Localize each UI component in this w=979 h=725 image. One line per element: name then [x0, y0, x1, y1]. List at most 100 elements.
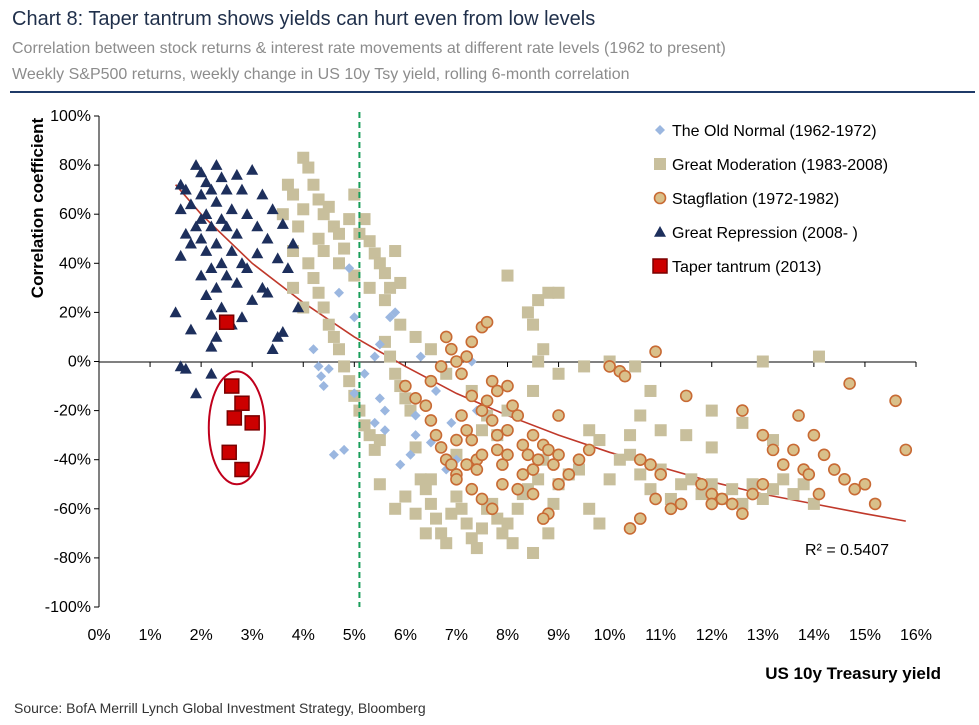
point-great-moderation [368, 443, 381, 456]
point-stagflation [889, 394, 902, 408]
point-great-moderation [756, 492, 769, 505]
point-great-repression [276, 326, 289, 337]
point-great-repression [174, 178, 187, 190]
point-great-moderation [455, 502, 468, 515]
point-great-repression [225, 245, 238, 256]
point-stagflation [736, 404, 749, 417]
point-old-normal [359, 368, 370, 379]
point-great-moderation [378, 267, 391, 280]
point-great-moderation [419, 527, 432, 540]
point-stagflation [424, 374, 438, 388]
point-great-moderation [511, 502, 524, 515]
point-stagflation [399, 379, 412, 393]
point-great-repression [179, 227, 192, 239]
point-great-moderation [675, 478, 688, 491]
point-old-normal [446, 417, 457, 428]
point-great-repression [225, 203, 238, 215]
highlight-ellipse [207, 370, 266, 486]
point-stagflation [572, 453, 586, 467]
point-stagflation [501, 379, 514, 393]
point-great-repression [266, 343, 279, 355]
point-stagflation [542, 443, 555, 457]
point-stagflation [838, 473, 851, 486]
point-great-moderation [332, 257, 345, 270]
point-stagflation [450, 473, 463, 486]
point-old-normal [374, 339, 385, 350]
chart-subtitle: Correlation between stock returns & inte… [12, 40, 726, 57]
point-great-repression [256, 188, 269, 200]
point-great-repression [287, 237, 300, 249]
point-great-moderation [297, 203, 310, 216]
point-great-repression [184, 198, 197, 210]
point-great-repression [205, 308, 218, 320]
point-stagflation [649, 345, 662, 358]
point-stagflation [547, 458, 560, 471]
point-stagflation [521, 448, 535, 462]
point-great-repression [184, 237, 197, 249]
point-great-repression [230, 276, 243, 288]
point-great-moderation [287, 188, 300, 201]
point-great-moderation [389, 367, 402, 380]
x-axis-title: US 10y Treasury yield [765, 664, 941, 683]
point-stagflation [787, 443, 800, 457]
point-great-moderation [373, 478, 386, 491]
point-stagflation [848, 482, 862, 496]
x-tick-label: 14% [798, 627, 830, 644]
point-stagflation [434, 441, 448, 454]
point-taper-tantrum [234, 461, 250, 478]
point-stagflation [531, 453, 545, 467]
point-great-repression [235, 311, 248, 323]
point-stagflation [776, 458, 790, 471]
point-stagflation [802, 468, 816, 481]
series-3 [169, 159, 305, 399]
point-great-moderation [624, 448, 637, 461]
point-great-moderation [547, 497, 560, 510]
point-great-repression [251, 220, 264, 232]
point-great-repression [174, 203, 187, 215]
point-great-moderation [281, 178, 294, 191]
point-stagflation [511, 409, 525, 422]
point-great-moderation [307, 178, 320, 191]
point-great-moderation [532, 355, 545, 368]
point-great-moderation [424, 497, 437, 510]
point-stagflation [460, 350, 473, 363]
point-great-moderation [506, 537, 519, 550]
legend-marker-4 [652, 258, 668, 274]
point-great-moderation [450, 490, 463, 503]
point-great-moderation [399, 490, 412, 503]
point-great-moderation [797, 478, 810, 491]
point-stagflation [552, 448, 565, 462]
point-great-moderation [807, 497, 820, 510]
point-great-moderation [378, 294, 391, 307]
point-great-moderation [705, 404, 718, 417]
point-stagflation [618, 369, 632, 383]
point-great-moderation [583, 424, 596, 437]
point-great-moderation [685, 473, 698, 486]
y-tick-label: 0% [68, 354, 91, 371]
legend-marker-2 [653, 191, 667, 205]
point-great-repression [251, 247, 264, 259]
point-great-repression [195, 269, 208, 281]
point-great-repression [200, 208, 213, 219]
y-tick-label: 20% [59, 304, 91, 321]
point-great-moderation [419, 483, 432, 496]
point-great-repression [215, 301, 228, 313]
point-great-moderation [394, 276, 407, 289]
x-tick-label: 12% [696, 627, 728, 644]
point-taper-tantrum [221, 444, 237, 461]
point-stagflation [516, 468, 530, 481]
point-great-moderation [297, 151, 310, 164]
chart-subtitle-2: Weekly S&P500 returns, weekly change in … [12, 66, 630, 83]
point-great-repression [195, 188, 208, 200]
point-old-normal [313, 361, 324, 372]
point-stagflation [633, 453, 647, 467]
legend-label-3: Great Repression (2008- ) [672, 225, 858, 242]
point-stagflation [506, 399, 519, 412]
point-stagflation [480, 394, 494, 408]
point-stagflation [807, 428, 821, 442]
point-great-moderation [317, 301, 330, 314]
point-great-moderation [368, 247, 381, 260]
point-great-moderation [767, 483, 780, 496]
point-old-normal [369, 417, 380, 428]
